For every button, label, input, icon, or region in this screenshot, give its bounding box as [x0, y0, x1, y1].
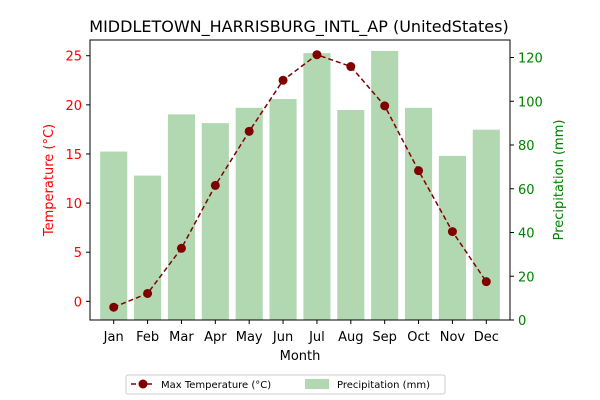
x-tick-label: Feb: [136, 330, 159, 345]
precipitation-bar-oct: [405, 107, 433, 320]
temperature-point-jul: [312, 50, 322, 60]
temperature-point-nov: [447, 227, 457, 237]
legend-label-temperature: Max Temperature (°C): [161, 380, 271, 391]
y-right-tick-label: 120: [518, 52, 543, 67]
precipitation-bar-aug: [337, 110, 365, 320]
legend-label-precipitation: Precipitation (mm): [337, 380, 430, 391]
legend-marker-swatch: [138, 379, 148, 389]
x-tick-label: Nov: [440, 330, 466, 345]
precipitation-bar-sep: [371, 50, 399, 320]
x-axis-title: Month: [280, 349, 321, 364]
x-tick-label: Mar: [169, 330, 194, 345]
temperature-point-jan: [109, 302, 119, 312]
y-axis-left: 0 5 10 15 20 25: [65, 50, 90, 310]
y-left-tick-label: 0: [74, 295, 82, 310]
legend-frame: [125, 374, 446, 395]
temperature-point-may: [244, 126, 254, 136]
legend-bar-swatch: [305, 379, 329, 389]
y-right-tick-label: 40: [518, 227, 535, 242]
x-tick-label: Apr: [204, 330, 227, 345]
x-axis: Jan Feb Mar Apr May Jun Jul Aug Sep Oct Nov Dec: [103, 320, 499, 345]
temperature-point-mar: [176, 243, 186, 253]
y-left-tick-label: 5: [74, 246, 82, 261]
temperature-point-jun: [278, 75, 288, 85]
y-right-tick-label: 0: [518, 314, 526, 329]
y-right-tick-label: 20: [518, 270, 535, 285]
precipitation-bar-jul: [303, 53, 331, 320]
precipitation-bar-feb: [134, 175, 162, 320]
y-left-tick-label: 20: [65, 99, 82, 114]
plot-area-frame: [89, 39, 511, 321]
legend: Max Temperature (°C) Precipitation (mm): [125, 374, 446, 395]
precipitation-bars: [100, 50, 500, 320]
temperature-point-oct: [414, 166, 424, 176]
precipitation-bar-apr: [201, 123, 229, 320]
y-left-tick-label: 25: [65, 50, 82, 65]
temperature-point-aug: [346, 62, 356, 72]
x-tick-label: Sep: [372, 330, 397, 345]
temperature-point-sep: [380, 101, 390, 111]
temperature-point-apr: [210, 180, 220, 190]
chart-title: MIDDLETOWN_HARRISBURG_INTL_AP (UnitedSta…: [89, 17, 508, 37]
precipitation-bar-dec: [472, 129, 500, 320]
y-left-tick-label: 10: [65, 197, 82, 212]
y-axis-right: 0 20 40 60 80 100 120: [510, 52, 543, 329]
y-axis-right-title: Precipitation (mm): [552, 120, 567, 241]
y-right-tick-label: 100: [518, 95, 543, 110]
y-left-tick-label: 15: [65, 148, 82, 163]
x-tick-label: May: [236, 330, 263, 345]
x-tick-label: Dec: [474, 330, 499, 345]
temperature-point-dec: [481, 277, 491, 287]
x-tick-label: Oct: [407, 330, 429, 345]
y-right-tick-label: 80: [518, 139, 535, 154]
y-right-tick-label: 60: [518, 183, 535, 198]
x-tick-label: Jun: [272, 330, 293, 345]
temperature-point-feb: [143, 288, 153, 298]
precipitation-bar-mar: [167, 114, 195, 320]
temperature-line: [113, 53, 487, 308]
temperature-line-series: [109, 50, 491, 312]
precipitation-bar-jan: [100, 151, 128, 320]
x-tick-label: Jul: [308, 330, 325, 345]
x-tick-label: Jan: [103, 330, 124, 345]
precipitation-bar-nov: [438, 155, 466, 320]
y-axis-left-title: Temperature (°C): [42, 124, 57, 237]
precipitation-bar-may: [235, 107, 263, 320]
precipitation-bar-jun: [269, 99, 297, 320]
x-tick-label: Aug: [338, 330, 363, 345]
